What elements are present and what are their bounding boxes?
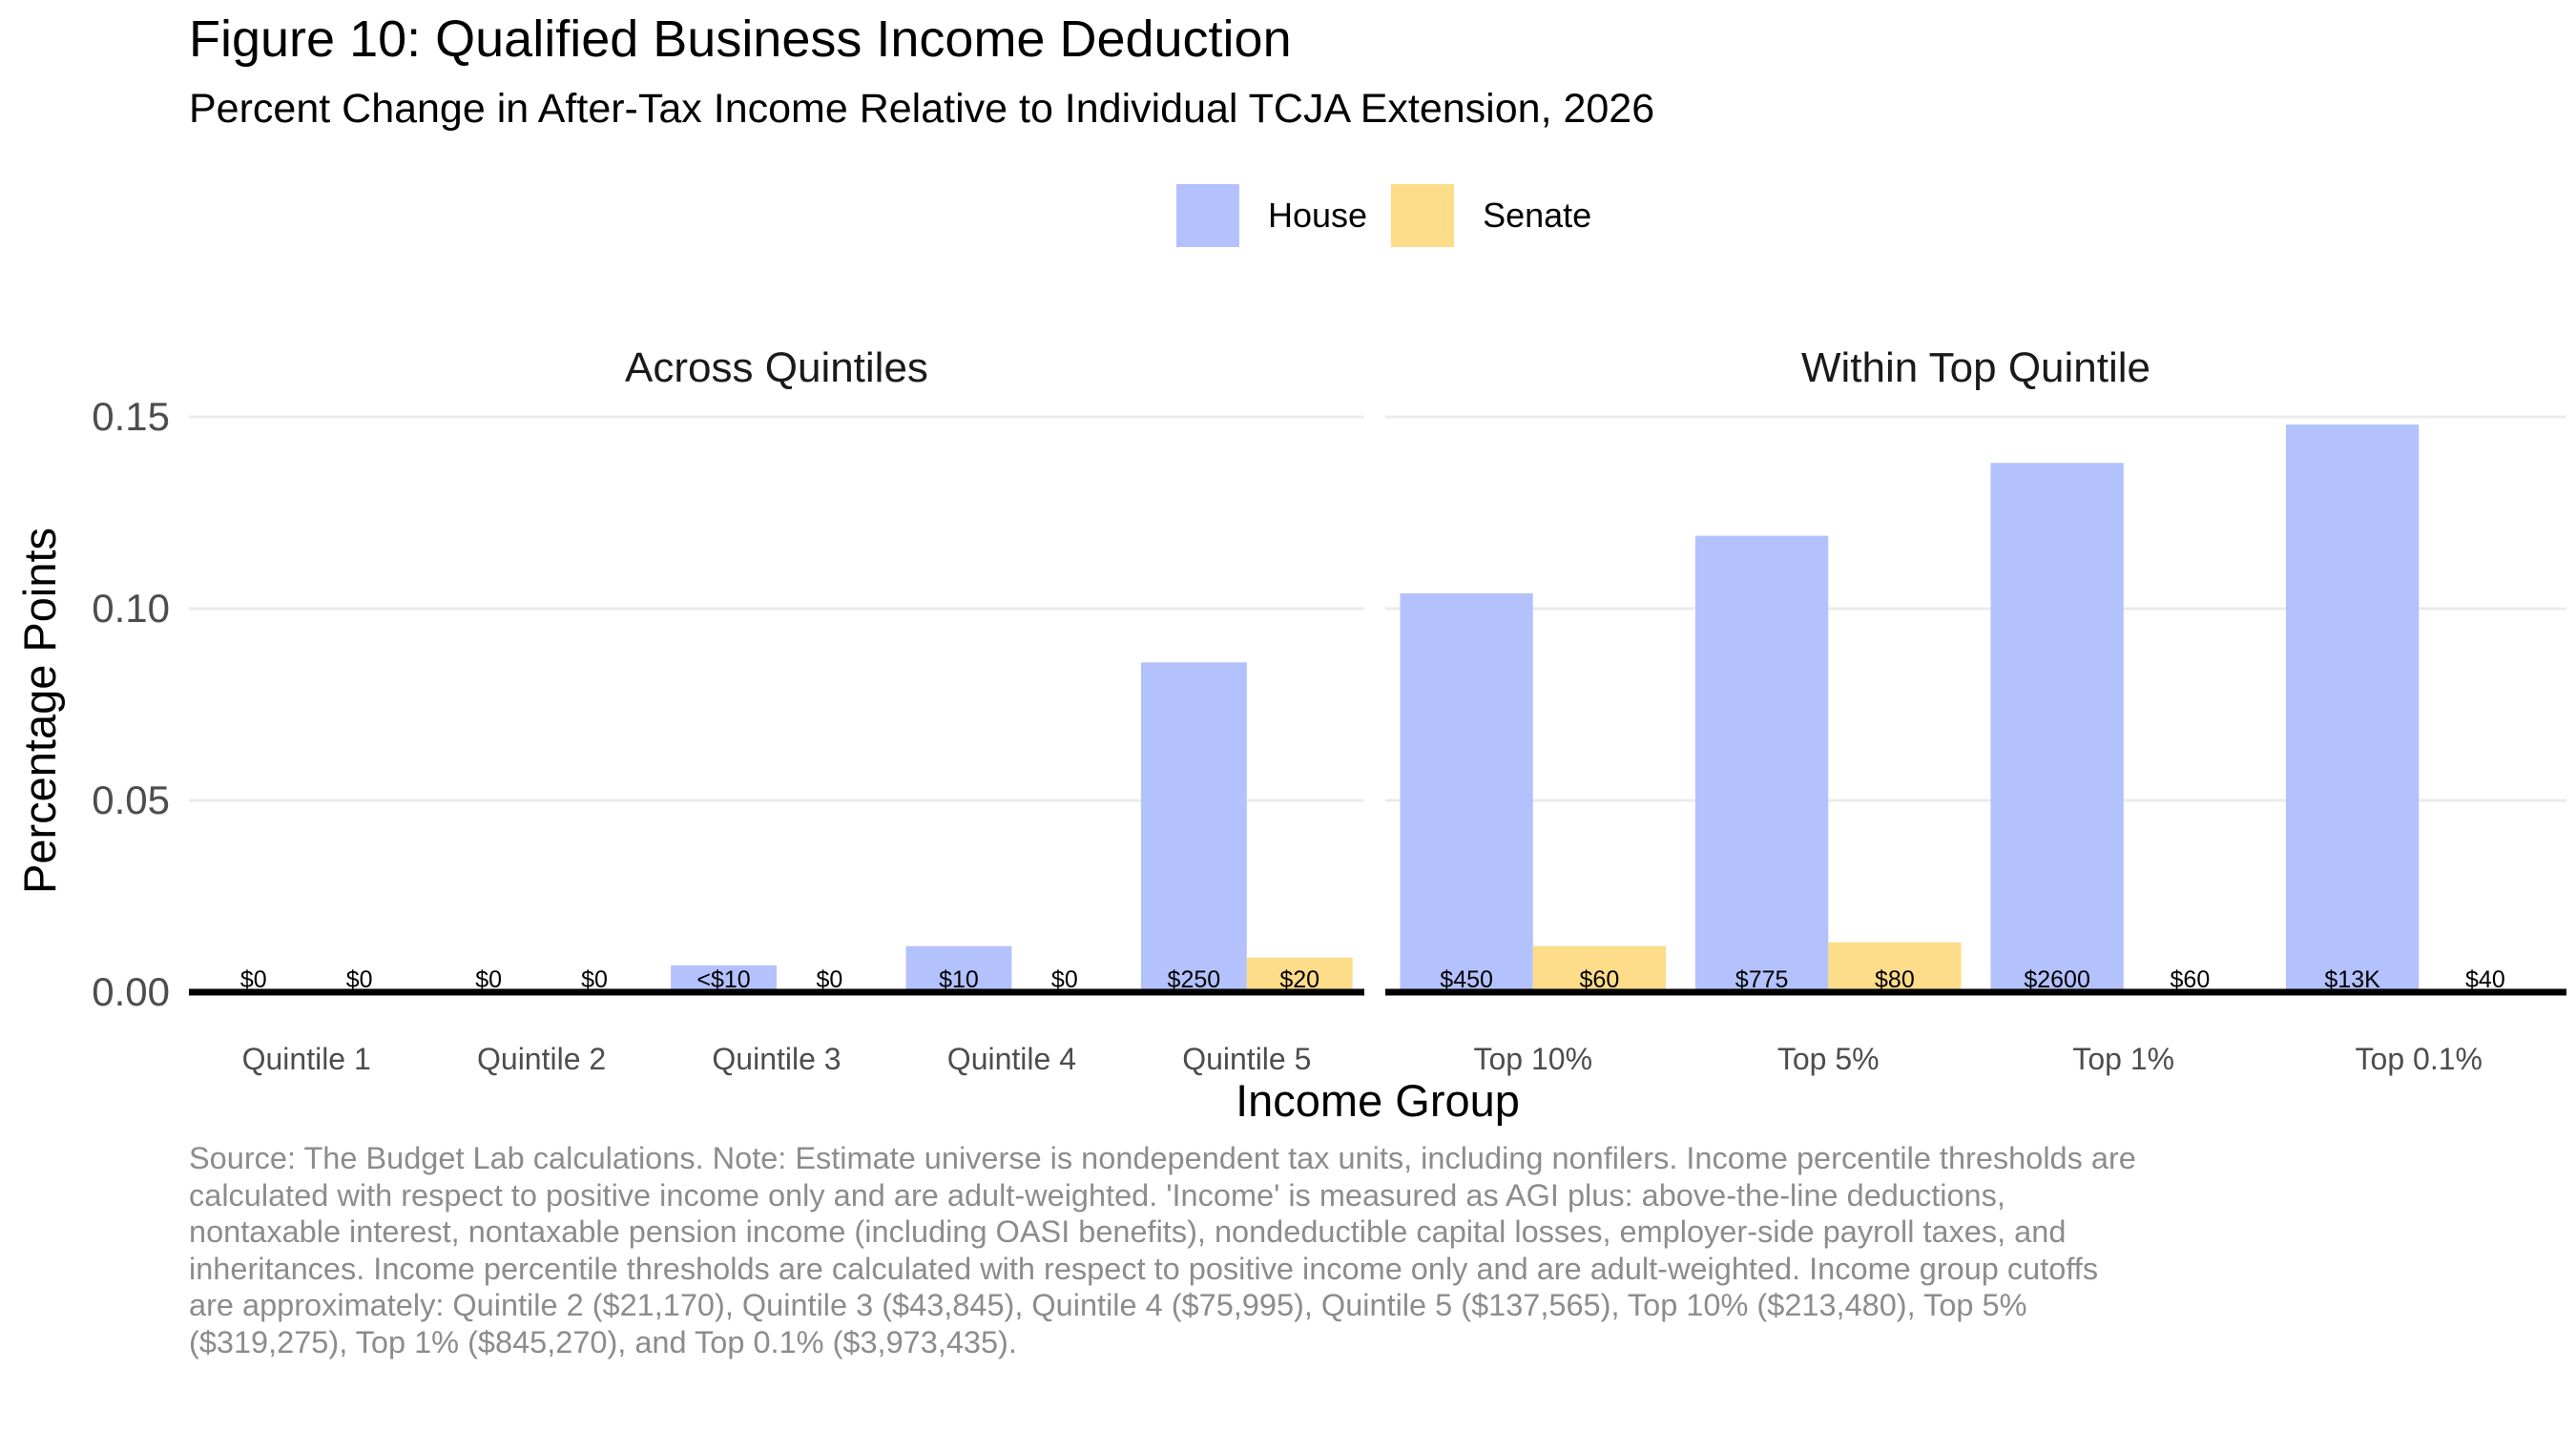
x-tick-label-quintile-3: Quintile 3: [712, 1042, 841, 1076]
y-axis-title: Percentage Points: [14, 528, 65, 894]
y-tick-label-0: 0.00: [92, 969, 170, 1014]
x-tick-label-top-0-1: Top 0.1%: [2356, 1042, 2483, 1076]
bar-label-senate-quintile-5: $20: [1279, 966, 1319, 993]
bar-house-top-10: [1400, 592, 1533, 992]
x-tick-label-quintile-2: Quintile 2: [477, 1042, 606, 1076]
legend-item-senate: Senate: [1391, 184, 1591, 247]
bar-senate-quintile-5: [1246, 957, 1353, 992]
legend-swatch-house: [1176, 184, 1239, 247]
chart-subtitle: Percent Change in After-Tax Income Relat…: [189, 86, 1655, 132]
bar-label-senate-top-10: $60: [1580, 966, 1620, 993]
bar-label-house-top-5: $775: [1735, 966, 1789, 993]
source-note: Source: The Budget Lab calculations. Not…: [189, 1141, 2136, 1359]
bar-label-house-quintile-3: <$10: [696, 966, 750, 993]
bar-label-senate-quintile-2: $0: [581, 966, 608, 993]
bar-house-quintile-4: [905, 945, 1012, 992]
legend-item-house: House: [1176, 184, 1367, 247]
bar-label-house-quintile-4: $10: [939, 966, 979, 993]
x-tick-label-top-1: Top 1%: [2072, 1042, 2174, 1076]
legend-label-senate: Senate: [1483, 196, 1592, 235]
legend: House Senate: [1176, 184, 1615, 247]
bar-house-top-1: [1990, 463, 2124, 992]
legend-label-house: House: [1268, 196, 1368, 235]
x-axis-title: Income Group: [1236, 1075, 1520, 1126]
x-tick-label-quintile-4: Quintile 4: [947, 1042, 1076, 1076]
bar-label-house-quintile-5: $250: [1168, 966, 1221, 993]
y-tick-label-2: 0.10: [92, 586, 170, 631]
y-tick-label-1: 0.05: [92, 778, 170, 822]
panel-title-across: Across Quintiles: [625, 344, 928, 391]
bar-label-senate-top-0-1: $40: [2465, 966, 2505, 993]
bar-senate-top-5: [1828, 942, 1962, 992]
x-tick-label-quintile-5: Quintile 5: [1182, 1042, 1311, 1076]
bar-label-senate-quintile-4: $0: [1051, 966, 1078, 993]
bar-label-house-top-10: $450: [1440, 966, 1493, 993]
bar-label-house-quintile-2: $0: [475, 966, 502, 993]
x-tick-label-quintile-1: Quintile 1: [242, 1042, 371, 1076]
x-tick-label-top-5: Top 5%: [1777, 1042, 1880, 1076]
bar-house-top-5: [1694, 535, 1829, 992]
x-tick-label-top-10: Top 10%: [1473, 1042, 1592, 1076]
bar-house-quintile-3: [671, 964, 777, 992]
bar-label-house-top-1: $2600: [2024, 966, 2090, 993]
panel-title-within: Within Top Quintile: [1801, 344, 2150, 391]
bar-label-senate-top-1: $60: [2171, 966, 2211, 993]
bar-label-senate-quintile-1: $0: [346, 966, 373, 993]
legend-swatch-senate: [1391, 184, 1455, 247]
bar-label-house-quintile-1: $0: [240, 966, 267, 993]
bar-senate-top-10: [1532, 945, 1667, 992]
bar-label-house-top-0-1: $13K: [2324, 966, 2380, 993]
y-tick-label-3: 0.15: [92, 394, 170, 439]
bar-label-senate-top-5: $80: [1875, 966, 1915, 993]
bar-house-top-0-1: [2285, 425, 2420, 992]
bar-label-senate-quintile-3: $0: [817, 966, 843, 993]
chart-title: Figure 10: Qualified Business Income Ded…: [189, 10, 1292, 68]
bar-house-quintile-5: [1140, 662, 1247, 992]
